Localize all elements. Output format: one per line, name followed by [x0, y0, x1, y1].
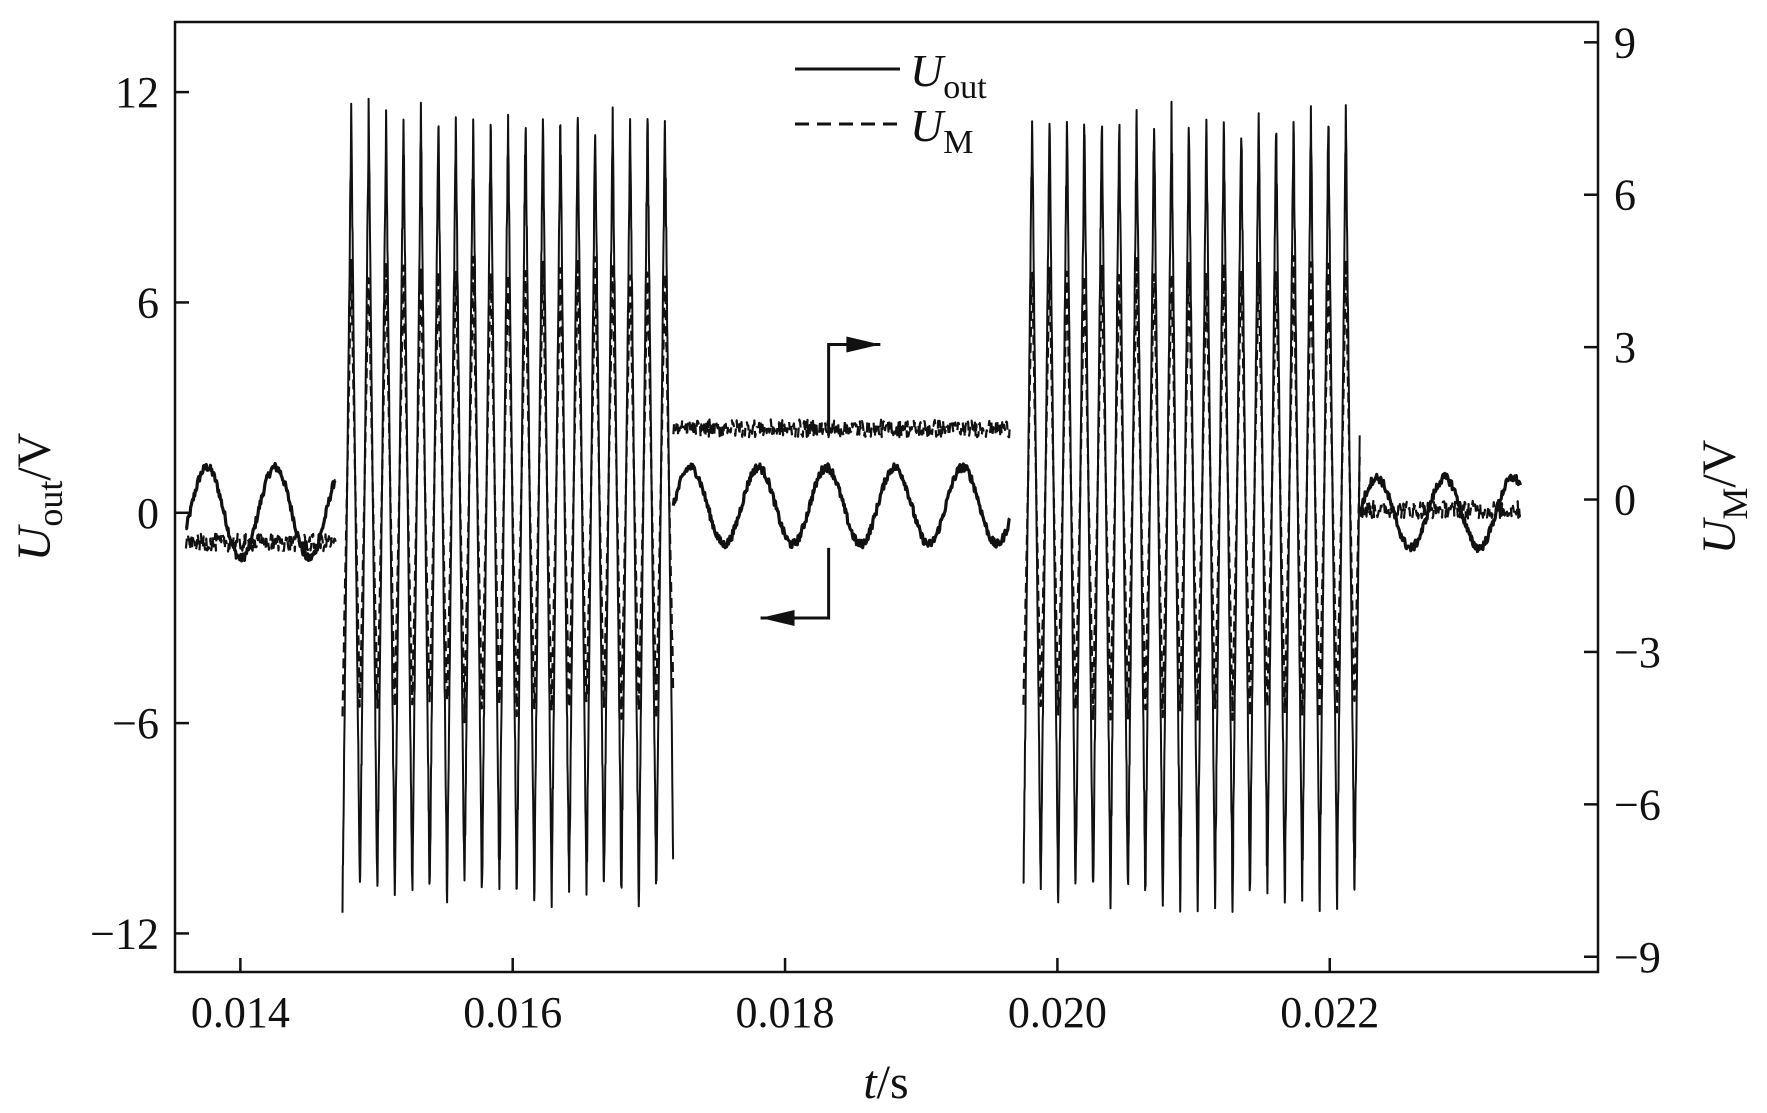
series-1-segment-2: [672, 418, 1011, 439]
x-tick-label: 0.022: [1280, 988, 1379, 1037]
left-y-tick-label: 6: [137, 278, 159, 327]
series-0-segment-3: [1022, 100, 1361, 913]
trace-layer: [184, 97, 1522, 913]
annotation-arrow-head: [760, 609, 795, 626]
right-y-tick-label: −3: [1614, 628, 1661, 677]
left-axis-title: Uout/V: [8, 432, 70, 561]
legend-label-uout: Uout: [910, 45, 987, 106]
series-1-segment-4: [1358, 499, 1522, 520]
annotation-arrows: [760, 336, 881, 626]
x-tick-label: 0.020: [1008, 988, 1107, 1037]
annotation-arrow-line: [760, 547, 831, 620]
right-y-tick-label: −9: [1614, 933, 1661, 982]
right-y-tick-label: −6: [1614, 780, 1661, 829]
left-y-tick-label: −12: [90, 909, 159, 958]
series-0-segment-0: [185, 461, 337, 563]
x-tick-label: 0.018: [736, 988, 835, 1037]
left-y-tick-label: 12: [115, 68, 159, 117]
legend-label-um: UM: [910, 100, 973, 161]
right-y-tick-label: 6: [1614, 171, 1636, 220]
series-0-segment-4: [1358, 471, 1522, 554]
right-y-tick-label: 0: [1614, 476, 1636, 525]
annotation-arrow-line: [827, 343, 881, 436]
x-tick-label: 0.014: [191, 988, 290, 1037]
series-0-segment-1: [341, 97, 675, 913]
left-y-tick-label: −6: [112, 699, 159, 748]
x-axis-title: t/s: [863, 1056, 908, 1109]
series-1-segment-3: [1022, 255, 1361, 723]
x-tick-label: 0.016: [463, 988, 562, 1037]
plot-frame: [173, 20, 1600, 974]
tick-layer: 0.014 0.016 0.018 0.020 0.022 −12 −6 0 6 12 −9 −6 −3…: [90, 18, 1661, 1037]
left-y-tick-label: 0: [137, 489, 159, 538]
right-axis-title: UM/V: [1693, 439, 1755, 554]
series-1-segment-1: [341, 255, 675, 724]
series-1-segment-0: [184, 532, 337, 553]
right-y-tick-label: 3: [1614, 323, 1636, 372]
right-y-tick-label: 9: [1614, 18, 1636, 67]
legend: Uout UM: [795, 45, 987, 161]
series-0-segment-2: [671, 462, 1011, 550]
annotation-arrow-head: [846, 336, 881, 353]
